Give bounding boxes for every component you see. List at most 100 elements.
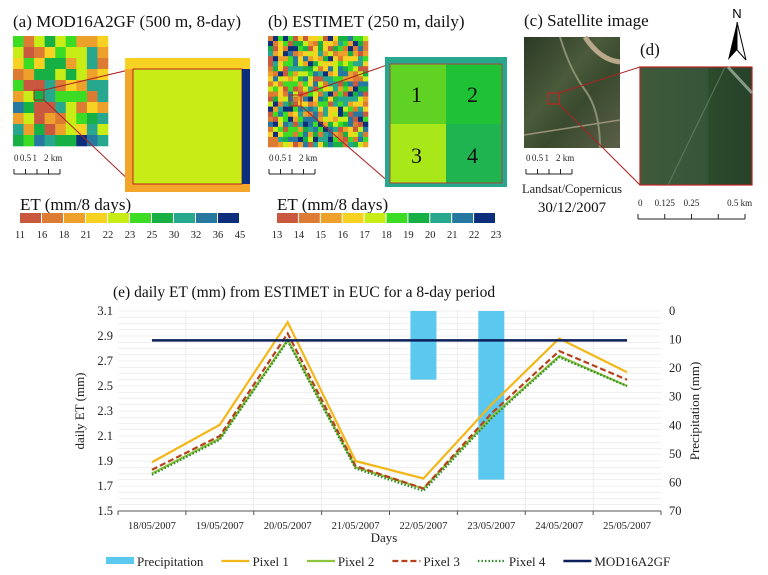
- raster-cell: [313, 111, 319, 118]
- y2-tick-label: 10: [669, 333, 682, 347]
- raster-cell: [348, 91, 354, 97]
- raster-cell: [283, 101, 289, 107]
- pixel-label-2: 2: [467, 82, 478, 107]
- raster-cell: [293, 61, 299, 67]
- raster-cell: [348, 81, 354, 87]
- raster-cell: [318, 121, 324, 128]
- raster-cell: [358, 41, 364, 47]
- raster-cell: [343, 61, 349, 67]
- chart-title: (e) daily ET (mm) from ESTIMET in EUC fo…: [113, 284, 495, 301]
- chart-e: 1.5 1.7 1.9 2.1 2.3 2.5 2.7 2.9 3.1 0 10 20 30 40 50 60…: [97, 304, 681, 532]
- raster-cell: [76, 80, 88, 92]
- raster-cell: [86, 47, 98, 59]
- raster-cell: [318, 126, 324, 133]
- raster-cell: [353, 126, 359, 133]
- raster-cell: [323, 46, 329, 52]
- raster-cell: [298, 121, 304, 128]
- raster-cell: [318, 41, 324, 47]
- raster-cell: [293, 121, 299, 128]
- raster-cell: [44, 135, 56, 147]
- raster-cell: [333, 66, 339, 72]
- raster-cell: [65, 91, 77, 103]
- panel-a-title: (a) MOD16A2GF (500 m, 8-day): [13, 12, 241, 31]
- raster-cell: [353, 46, 359, 52]
- raster-cell: [55, 124, 67, 136]
- raster-cell: [358, 86, 364, 92]
- raster-cell: [338, 36, 344, 42]
- raster-cell: [338, 76, 344, 82]
- satellite-detail-image: [639, 65, 754, 186]
- raster-cell: [288, 131, 294, 138]
- raster-cell: [343, 101, 349, 107]
- x-tick-label: 18/05/2007: [128, 521, 176, 532]
- raster-cell: [13, 47, 24, 59]
- colorbar-tick: 18: [59, 230, 70, 241]
- raster-cell: [358, 91, 364, 97]
- raster-cell: [353, 41, 359, 47]
- scale-label: 0.5 km: [727, 198, 752, 208]
- raster-cell: [363, 136, 369, 143]
- raster-cell: [338, 61, 344, 67]
- raster-cell: [363, 116, 369, 123]
- raster-cell: [328, 41, 334, 47]
- raster-cell: [328, 51, 334, 57]
- raster-cell: [343, 66, 349, 72]
- raster-cell: [313, 131, 319, 138]
- raster-cell: [283, 51, 289, 57]
- raster-cell: [313, 46, 319, 52]
- raster-cell: [65, 47, 77, 59]
- raster-cell: [363, 76, 369, 82]
- colorbar-swatch: [20, 213, 41, 223]
- raster-cell: [303, 131, 309, 138]
- satellite-image: [523, 35, 621, 149]
- raster-cell: [323, 91, 329, 97]
- colorbar-tick: 17: [359, 230, 370, 241]
- zoom-marker-c: [547, 92, 560, 105]
- raster-cell: [353, 101, 359, 107]
- raster-cell: [283, 66, 289, 72]
- raster-cell: [353, 116, 359, 123]
- raster-cell: [55, 91, 67, 103]
- raster-cell: [303, 56, 309, 62]
- raster-cell: [278, 76, 284, 82]
- raster-cell: [348, 86, 354, 92]
- raster-cell: [313, 41, 319, 47]
- raster-cell: [298, 131, 304, 138]
- raster-cell: [338, 131, 344, 138]
- raster-cell: [323, 76, 329, 82]
- raster-cell: [273, 141, 279, 148]
- raster-cell: [328, 111, 334, 118]
- legend-title-a: ET (mm/8 days): [20, 195, 131, 214]
- raster-cell: [308, 81, 314, 87]
- y2-tick-label: 50: [669, 447, 682, 461]
- raster-cell: [343, 86, 349, 92]
- raster-cell: [318, 96, 324, 102]
- raster-cell: [318, 46, 324, 52]
- raster-cell: [268, 126, 274, 133]
- raster-cell: [268, 36, 274, 42]
- raster-cell: [273, 51, 279, 57]
- raster-cell: [353, 136, 359, 143]
- raster-cell: [283, 71, 289, 77]
- raster-cell: [353, 76, 359, 82]
- raster-cell: [298, 56, 304, 62]
- raster-cell: [86, 91, 98, 103]
- x-tick-label: 21/05/2007: [332, 521, 380, 532]
- raster-cell: [353, 56, 359, 62]
- raster-cell: [348, 66, 354, 72]
- raster-cell: [308, 76, 314, 82]
- raster-cell: [278, 106, 284, 112]
- raster-cell: [343, 71, 349, 77]
- raster-cell: [328, 121, 334, 128]
- raster-cell: [318, 56, 324, 62]
- raster-cell: [363, 91, 369, 97]
- raster-cell: [313, 81, 319, 87]
- raster-cell: [363, 126, 369, 133]
- raster-cell: [333, 106, 339, 112]
- raster-cell: [323, 121, 329, 128]
- raster-cell: [363, 51, 369, 57]
- raster-cell: [23, 113, 35, 125]
- zoom-line: [300, 105, 391, 184]
- x-tick-label: 20/05/2007: [264, 521, 312, 532]
- x-tick-label: 25/05/2007: [603, 521, 651, 532]
